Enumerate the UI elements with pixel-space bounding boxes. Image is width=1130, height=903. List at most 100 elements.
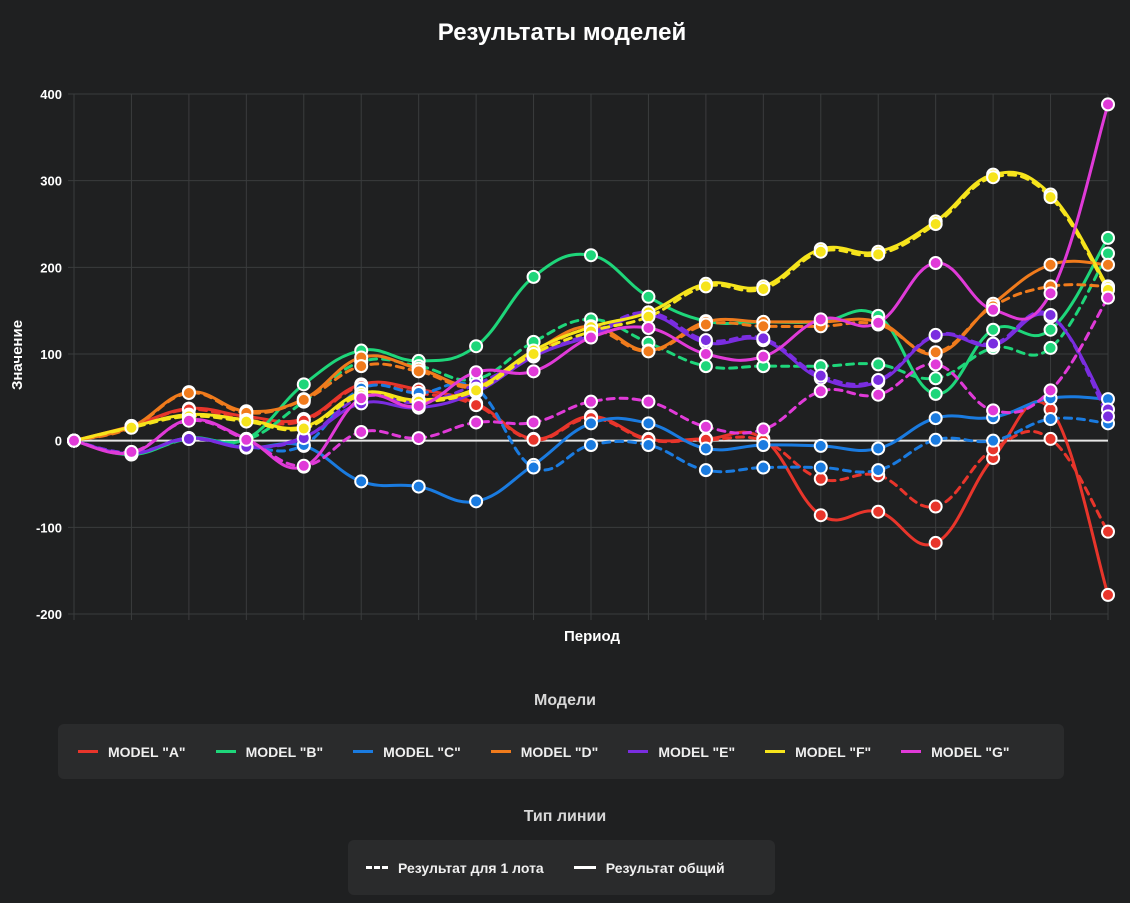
data-point[interactable]	[871, 357, 886, 372]
data-point[interactable]	[1101, 97, 1115, 112]
data-point[interactable]	[411, 364, 426, 379]
legend-item-model-d[interactable]: MODEL "D"	[490, 744, 598, 760]
data-point[interactable]	[411, 399, 426, 413]
data-point[interactable]	[1043, 308, 1058, 322]
data-point[interactable]	[296, 421, 311, 436]
data-point[interactable]	[584, 394, 598, 409]
data-point[interactable]	[698, 359, 713, 374]
data-point[interactable]	[354, 474, 369, 489]
data-point[interactable]	[469, 339, 484, 354]
legend-item-model-a[interactable]: MODEL "A"	[78, 744, 186, 760]
data-point[interactable]	[354, 391, 369, 406]
data-point[interactable]	[641, 416, 656, 431]
data-point[interactable]	[296, 392, 311, 407]
data-point[interactable]	[469, 398, 484, 413]
data-point[interactable]	[1043, 190, 1058, 205]
data-point[interactable]	[813, 508, 828, 523]
data-point[interactable]	[1101, 257, 1115, 272]
data-point[interactable]	[584, 330, 598, 345]
data-point[interactable]	[928, 386, 943, 401]
data-point[interactable]	[469, 383, 484, 398]
data-point[interactable]	[526, 460, 541, 475]
data-point[interactable]	[813, 368, 828, 383]
data-point[interactable]	[181, 431, 196, 446]
data-point[interactable]	[1101, 246, 1115, 261]
data-point[interactable]	[871, 373, 886, 387]
data-point[interactable]	[469, 494, 484, 509]
data-point[interactable]	[641, 438, 656, 452]
data-point[interactable]	[1101, 290, 1115, 305]
data-point[interactable]	[181, 386, 196, 400]
legend-item-line-solid[interactable]: Результат общий	[573, 860, 725, 876]
data-point[interactable]	[928, 371, 943, 386]
data-point[interactable]	[756, 460, 771, 475]
data-point[interactable]	[813, 438, 828, 453]
data-point[interactable]	[124, 444, 139, 459]
data-point[interactable]	[1101, 230, 1115, 245]
data-point[interactable]	[469, 415, 484, 430]
data-point[interactable]	[813, 384, 828, 399]
data-point[interactable]	[526, 415, 541, 430]
data-point[interactable]	[181, 413, 196, 428]
data-point[interactable]	[756, 349, 771, 364]
legend-item-model-b[interactable]: MODEL "B"	[215, 744, 323, 760]
data-point[interactable]	[928, 327, 943, 342]
data-point[interactable]	[641, 289, 656, 304]
data-point[interactable]	[1043, 340, 1058, 355]
data-point[interactable]	[871, 504, 886, 519]
legend-item-model-f[interactable]: MODEL "F"	[765, 744, 871, 760]
data-point[interactable]	[698, 279, 713, 294]
data-point[interactable]	[1101, 524, 1115, 539]
data-point[interactable]	[986, 336, 1001, 351]
data-point[interactable]	[986, 433, 1001, 448]
data-point[interactable]	[296, 377, 311, 392]
data-point[interactable]	[1043, 383, 1058, 398]
data-point[interactable]	[296, 458, 311, 473]
legend-item-line-dashed[interactable]: Результат для 1 лота	[366, 860, 544, 876]
data-point[interactable]	[124, 420, 139, 435]
data-point[interactable]	[928, 256, 943, 270]
data-point[interactable]	[1043, 412, 1058, 426]
data-point[interactable]	[871, 441, 886, 456]
data-point[interactable]	[986, 322, 1001, 337]
data-point[interactable]	[928, 357, 943, 372]
data-point[interactable]	[698, 333, 713, 348]
data-point[interactable]	[641, 344, 656, 359]
data-point[interactable]	[928, 535, 943, 550]
data-point[interactable]	[813, 244, 828, 259]
data-point[interactable]	[584, 438, 598, 452]
data-point[interactable]	[354, 359, 369, 374]
data-point[interactable]	[698, 419, 713, 434]
legend-item-model-e[interactable]: MODEL "E"	[628, 744, 735, 760]
data-point[interactable]	[239, 432, 254, 447]
data-point[interactable]	[698, 347, 713, 361]
data-point[interactable]	[698, 441, 713, 456]
data-point[interactable]	[813, 471, 828, 486]
data-point[interactable]	[1043, 286, 1058, 301]
data-point[interactable]	[813, 312, 828, 327]
data-point[interactable]	[756, 422, 771, 437]
data-point[interactable]	[469, 365, 484, 380]
data-point[interactable]	[928, 499, 943, 514]
data-point[interactable]	[641, 394, 656, 409]
data-point[interactable]	[928, 217, 943, 231]
data-point[interactable]	[928, 345, 943, 360]
data-point[interactable]	[526, 432, 541, 447]
data-point[interactable]	[526, 347, 541, 361]
data-point[interactable]	[584, 248, 598, 263]
data-point[interactable]	[871, 315, 886, 330]
data-point[interactable]	[756, 319, 771, 334]
data-point[interactable]	[641, 321, 656, 335]
data-point[interactable]	[698, 463, 713, 478]
data-point[interactable]	[871, 463, 886, 478]
legend-item-model-c[interactable]: MODEL "C"	[353, 744, 461, 760]
data-point[interactable]	[813, 460, 828, 475]
data-point[interactable]	[1043, 257, 1058, 272]
data-point[interactable]	[411, 431, 426, 446]
data-point[interactable]	[756, 331, 771, 346]
data-point[interactable]	[986, 302, 1001, 317]
data-point[interactable]	[871, 387, 886, 402]
data-point[interactable]	[698, 317, 713, 332]
data-point[interactable]	[756, 282, 771, 296]
data-point[interactable]	[871, 247, 886, 262]
